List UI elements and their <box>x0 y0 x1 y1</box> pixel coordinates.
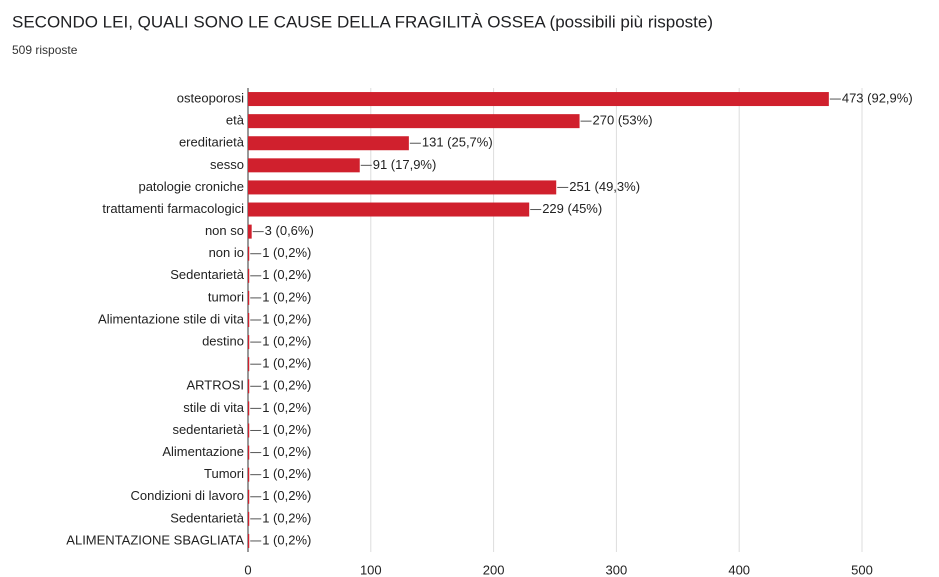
x-tick-label: 200 <box>483 562 505 577</box>
bar <box>248 290 250 305</box>
chart-title: SECONDO LEI, QUALI SONO LE CAUSE DELLA F… <box>12 12 713 31</box>
y-tick-label: sedentarietà <box>172 422 244 437</box>
bar <box>248 313 250 327</box>
bar <box>248 467 250 482</box>
y-tick-label: ALIMENTAZIONE SBAGLIATA <box>66 532 244 547</box>
bar <box>248 92 829 107</box>
bar <box>248 489 250 504</box>
x-tick-label: 400 <box>728 562 750 577</box>
data-label: 1 (0,2%) <box>262 510 311 525</box>
bar <box>248 268 250 283</box>
bar <box>248 158 360 173</box>
x-tick-label: 500 <box>851 562 873 577</box>
bar <box>248 180 557 195</box>
bar <box>248 423 250 438</box>
data-label: 1 (0,2%) <box>262 532 311 547</box>
bar <box>248 511 250 526</box>
data-label: 1 (0,2%) <box>262 334 311 349</box>
bar <box>248 136 409 151</box>
data-label: 1 (0,2%) <box>262 311 311 326</box>
bar <box>248 379 250 394</box>
y-tick-label: trattamenti farmacologici <box>102 201 244 216</box>
data-label: 1 (0,2%) <box>262 245 311 260</box>
data-label: 1 (0,2%) <box>262 444 311 459</box>
bar <box>248 357 250 372</box>
bar <box>248 246 250 261</box>
chart-subtitle: 509 risposte <box>12 43 78 57</box>
data-label: 270 (53%) <box>593 113 653 128</box>
y-tick-label: non io <box>209 245 244 260</box>
bar <box>248 224 252 239</box>
data-label: 1 (0,2%) <box>262 400 311 415</box>
data-label: 473 (92,9%) <box>842 90 913 105</box>
y-tick-label: osteoporosi <box>177 90 244 105</box>
data-label: 91 (17,9%) <box>373 157 437 172</box>
y-tick-label: Condizioni di lavoro <box>131 488 244 503</box>
y-tick-label: Alimentazione <box>162 444 244 459</box>
y-tick-label: ARTROSI <box>186 378 244 393</box>
data-label: 1 (0,2%) <box>262 378 311 393</box>
bar <box>248 533 250 548</box>
data-label: 1 (0,2%) <box>262 488 311 503</box>
data-label: 1 (0,2%) <box>262 422 311 437</box>
data-label: 229 (45%) <box>542 201 602 216</box>
y-tick-label: stile di vita <box>183 400 244 415</box>
data-label: 131 (25,7%) <box>422 135 493 150</box>
bar <box>248 114 580 129</box>
data-label: 1 (0,2%) <box>262 289 311 304</box>
y-tick-label: sesso <box>210 157 244 172</box>
bar <box>248 401 250 416</box>
x-tick-label: 300 <box>606 562 628 577</box>
x-tick-label: 100 <box>360 562 382 577</box>
bar <box>248 202 530 217</box>
y-tick-label: non so <box>205 223 244 238</box>
y-tick-label: Tumori <box>204 466 244 481</box>
data-label: 1 (0,2%) <box>262 466 311 481</box>
y-tick-label: patologie croniche <box>138 179 244 194</box>
y-tick-label: Sedentarietà <box>170 510 244 525</box>
data-label: 1 (0,2%) <box>262 267 311 282</box>
y-tick-label: tumori <box>208 289 244 304</box>
y-tick-label: Alimentazione stile di vita <box>98 311 245 326</box>
y-tick-label: ereditarietà <box>179 135 245 150</box>
y-tick-label: età <box>226 113 245 128</box>
x-tick-label: 0 <box>244 562 251 577</box>
data-label: 3 (0,6%) <box>265 223 314 238</box>
bar <box>248 335 250 350</box>
y-tick-label: destino <box>202 334 244 349</box>
data-label: 1 (0,2%) <box>262 356 311 371</box>
data-label: 251 (49,3%) <box>569 179 640 194</box>
y-tick-label: Sedentarietà <box>170 267 244 282</box>
bar <box>248 445 250 460</box>
